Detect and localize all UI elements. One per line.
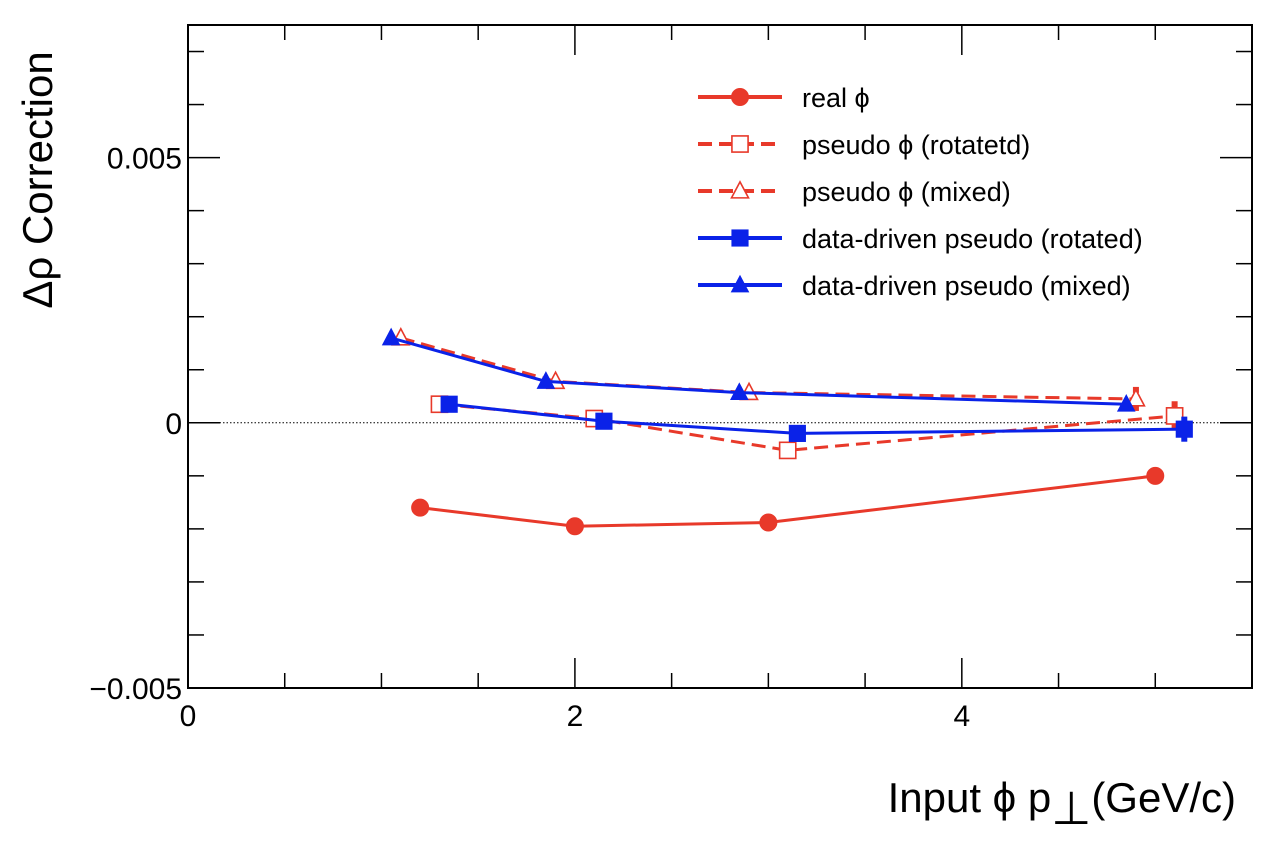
legend-label: data-driven pseudo (rotated) [802, 224, 1143, 254]
legend-entry-3: data-driven pseudo (rotated) [698, 224, 1143, 254]
series-line [390, 336, 1127, 406]
legend-marker [730, 274, 750, 293]
legend-label: pseudo ϕ (mixed) [802, 177, 1011, 207]
y-tick-label: −0.005 [89, 673, 182, 706]
x-axis-title-sub: ⊥ [1051, 782, 1091, 834]
data-point [1146, 466, 1165, 485]
x-tick-label: 2 [567, 700, 584, 733]
y-tick-label: 0.005 [107, 143, 182, 176]
data-point [536, 371, 556, 389]
series-layer [381, 327, 1193, 536]
x-axis-title: Input ϕ p⊥(GeV/c) [888, 774, 1236, 834]
series-line [439, 402, 1175, 452]
series-4 [381, 327, 1136, 412]
legend-label: pseudo ϕ (rotatetd) [802, 130, 1030, 160]
x-tick-label: 4 [953, 700, 970, 733]
data-point [788, 424, 806, 442]
series-1 [430, 395, 1184, 460]
data-point [381, 327, 401, 346]
legend-entry-4: data-driven pseudo (mixed) [698, 271, 1131, 301]
series-line [419, 474, 1156, 528]
error-cap [1171, 401, 1178, 408]
x-axis-title-main: Input ϕ p [888, 774, 1052, 821]
x-axis-title-unit: (GeV/c) [1091, 774, 1236, 821]
data-point [595, 412, 613, 430]
legend: real ϕ pseudo ϕ (rotatetd) pseudo ϕ (mixed… [698, 83, 1143, 301]
legend-entry-0: real ϕ [698, 83, 870, 113]
data-point [730, 382, 749, 400]
y-tick-label: 0 [165, 408, 182, 441]
data-point [411, 498, 430, 517]
data-point [1175, 420, 1193, 438]
error-cap [1171, 424, 1178, 431]
data-point [1116, 393, 1136, 412]
series-0 [411, 466, 1165, 536]
legend-label: data-driven pseudo (mixed) [802, 271, 1131, 301]
data-point [1165, 407, 1184, 425]
legend-entry-2: pseudo ϕ (mixed) [698, 177, 1011, 207]
error-cap [1181, 435, 1188, 442]
x-tick-label: 0 [180, 700, 197, 733]
data-point [1126, 388, 1146, 407]
series-line [449, 402, 1185, 435]
series-line [400, 336, 1136, 401]
legend-marker [731, 88, 749, 106]
data-point [778, 441, 797, 460]
error-cap [1132, 404, 1139, 411]
data-point [440, 395, 458, 413]
error-cap [1181, 416, 1188, 423]
legend-label: real ϕ [802, 83, 870, 113]
y-axis-title: Δρ Correction [14, 51, 61, 308]
data-point [759, 513, 778, 532]
legend-marker [731, 229, 749, 247]
legend-marker [730, 180, 750, 199]
data-point [565, 517, 584, 536]
plot-frame [187, 24, 1253, 689]
legend-entry-1: pseudo ϕ (rotatetd) [698, 130, 1030, 160]
series-3 [440, 395, 1193, 442]
legend-marker [731, 135, 749, 153]
